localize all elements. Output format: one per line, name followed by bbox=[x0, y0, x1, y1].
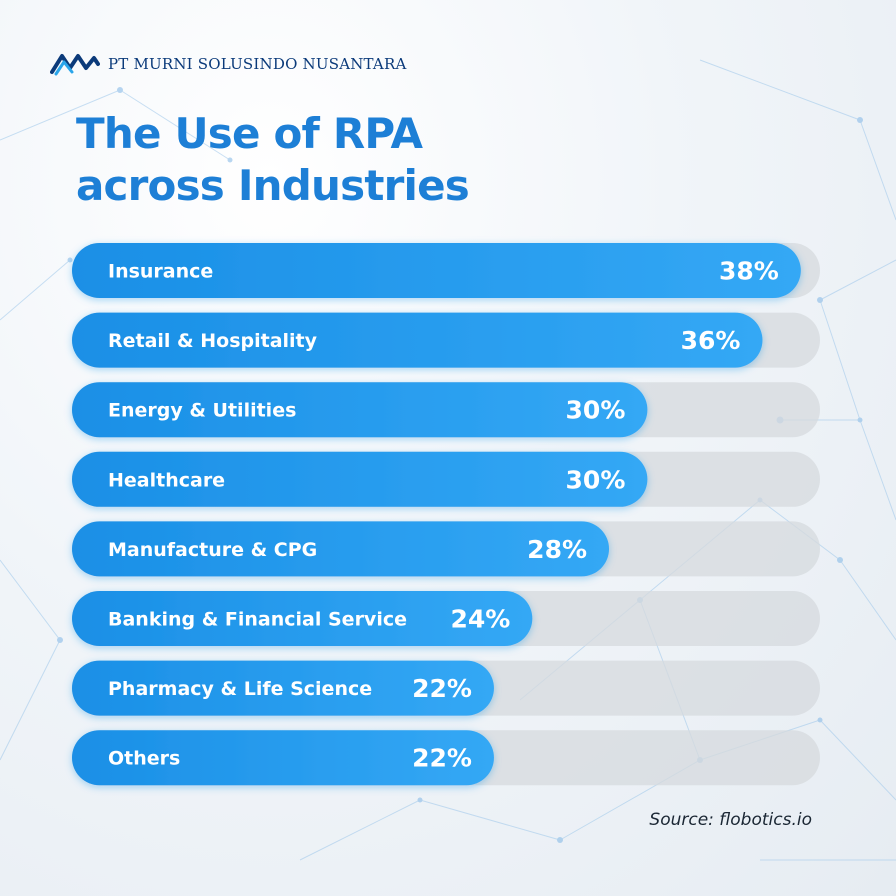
zigzag-wave-logo-icon bbox=[50, 54, 100, 76]
bar-category-label: Banking & Financial Service bbox=[108, 609, 407, 631]
bar-value-label: 22% bbox=[412, 674, 472, 703]
brand-name: PT MURNI SOLUSINDO NUSANTARA bbox=[108, 55, 407, 73]
bar bbox=[72, 382, 648, 438]
bar bbox=[72, 660, 494, 716]
bar-value-label: 30% bbox=[566, 465, 626, 494]
bar-value-label: 24% bbox=[450, 605, 510, 634]
title-line-1: The Use of RPA bbox=[76, 109, 423, 158]
bar-value-label: 38% bbox=[719, 257, 779, 286]
page-title: The Use of RPA across Industries bbox=[76, 108, 470, 212]
bar-category-label: Energy & Utilities bbox=[108, 400, 296, 422]
bar bbox=[72, 243, 801, 298]
bar-category-label: Manufacture & CPG bbox=[108, 539, 317, 561]
source-note: Source: flobotics.io bbox=[649, 810, 812, 830]
bar bbox=[72, 730, 494, 786]
bar-value-label: 30% bbox=[566, 396, 626, 425]
bar-category-label: Healthcare bbox=[108, 469, 225, 491]
bar bbox=[72, 312, 763, 368]
bar bbox=[72, 591, 533, 646]
bar-value-label: 28% bbox=[527, 535, 587, 564]
bar-value-label: 36% bbox=[681, 326, 741, 355]
title-line-2: across Industries bbox=[76, 161, 470, 210]
bar-value-label: 22% bbox=[412, 744, 472, 773]
bar-category-label: Pharmacy & Life Science bbox=[108, 678, 372, 700]
brand-header: PT MURNI SOLUSINDO NUSANTARA bbox=[50, 50, 407, 78]
bar bbox=[72, 451, 648, 507]
bar bbox=[72, 521, 610, 577]
bar-category-label: Others bbox=[108, 748, 180, 770]
bar-category-label: Retail & Hospitality bbox=[108, 330, 318, 352]
bar-category-label: Insurance bbox=[108, 261, 213, 283]
